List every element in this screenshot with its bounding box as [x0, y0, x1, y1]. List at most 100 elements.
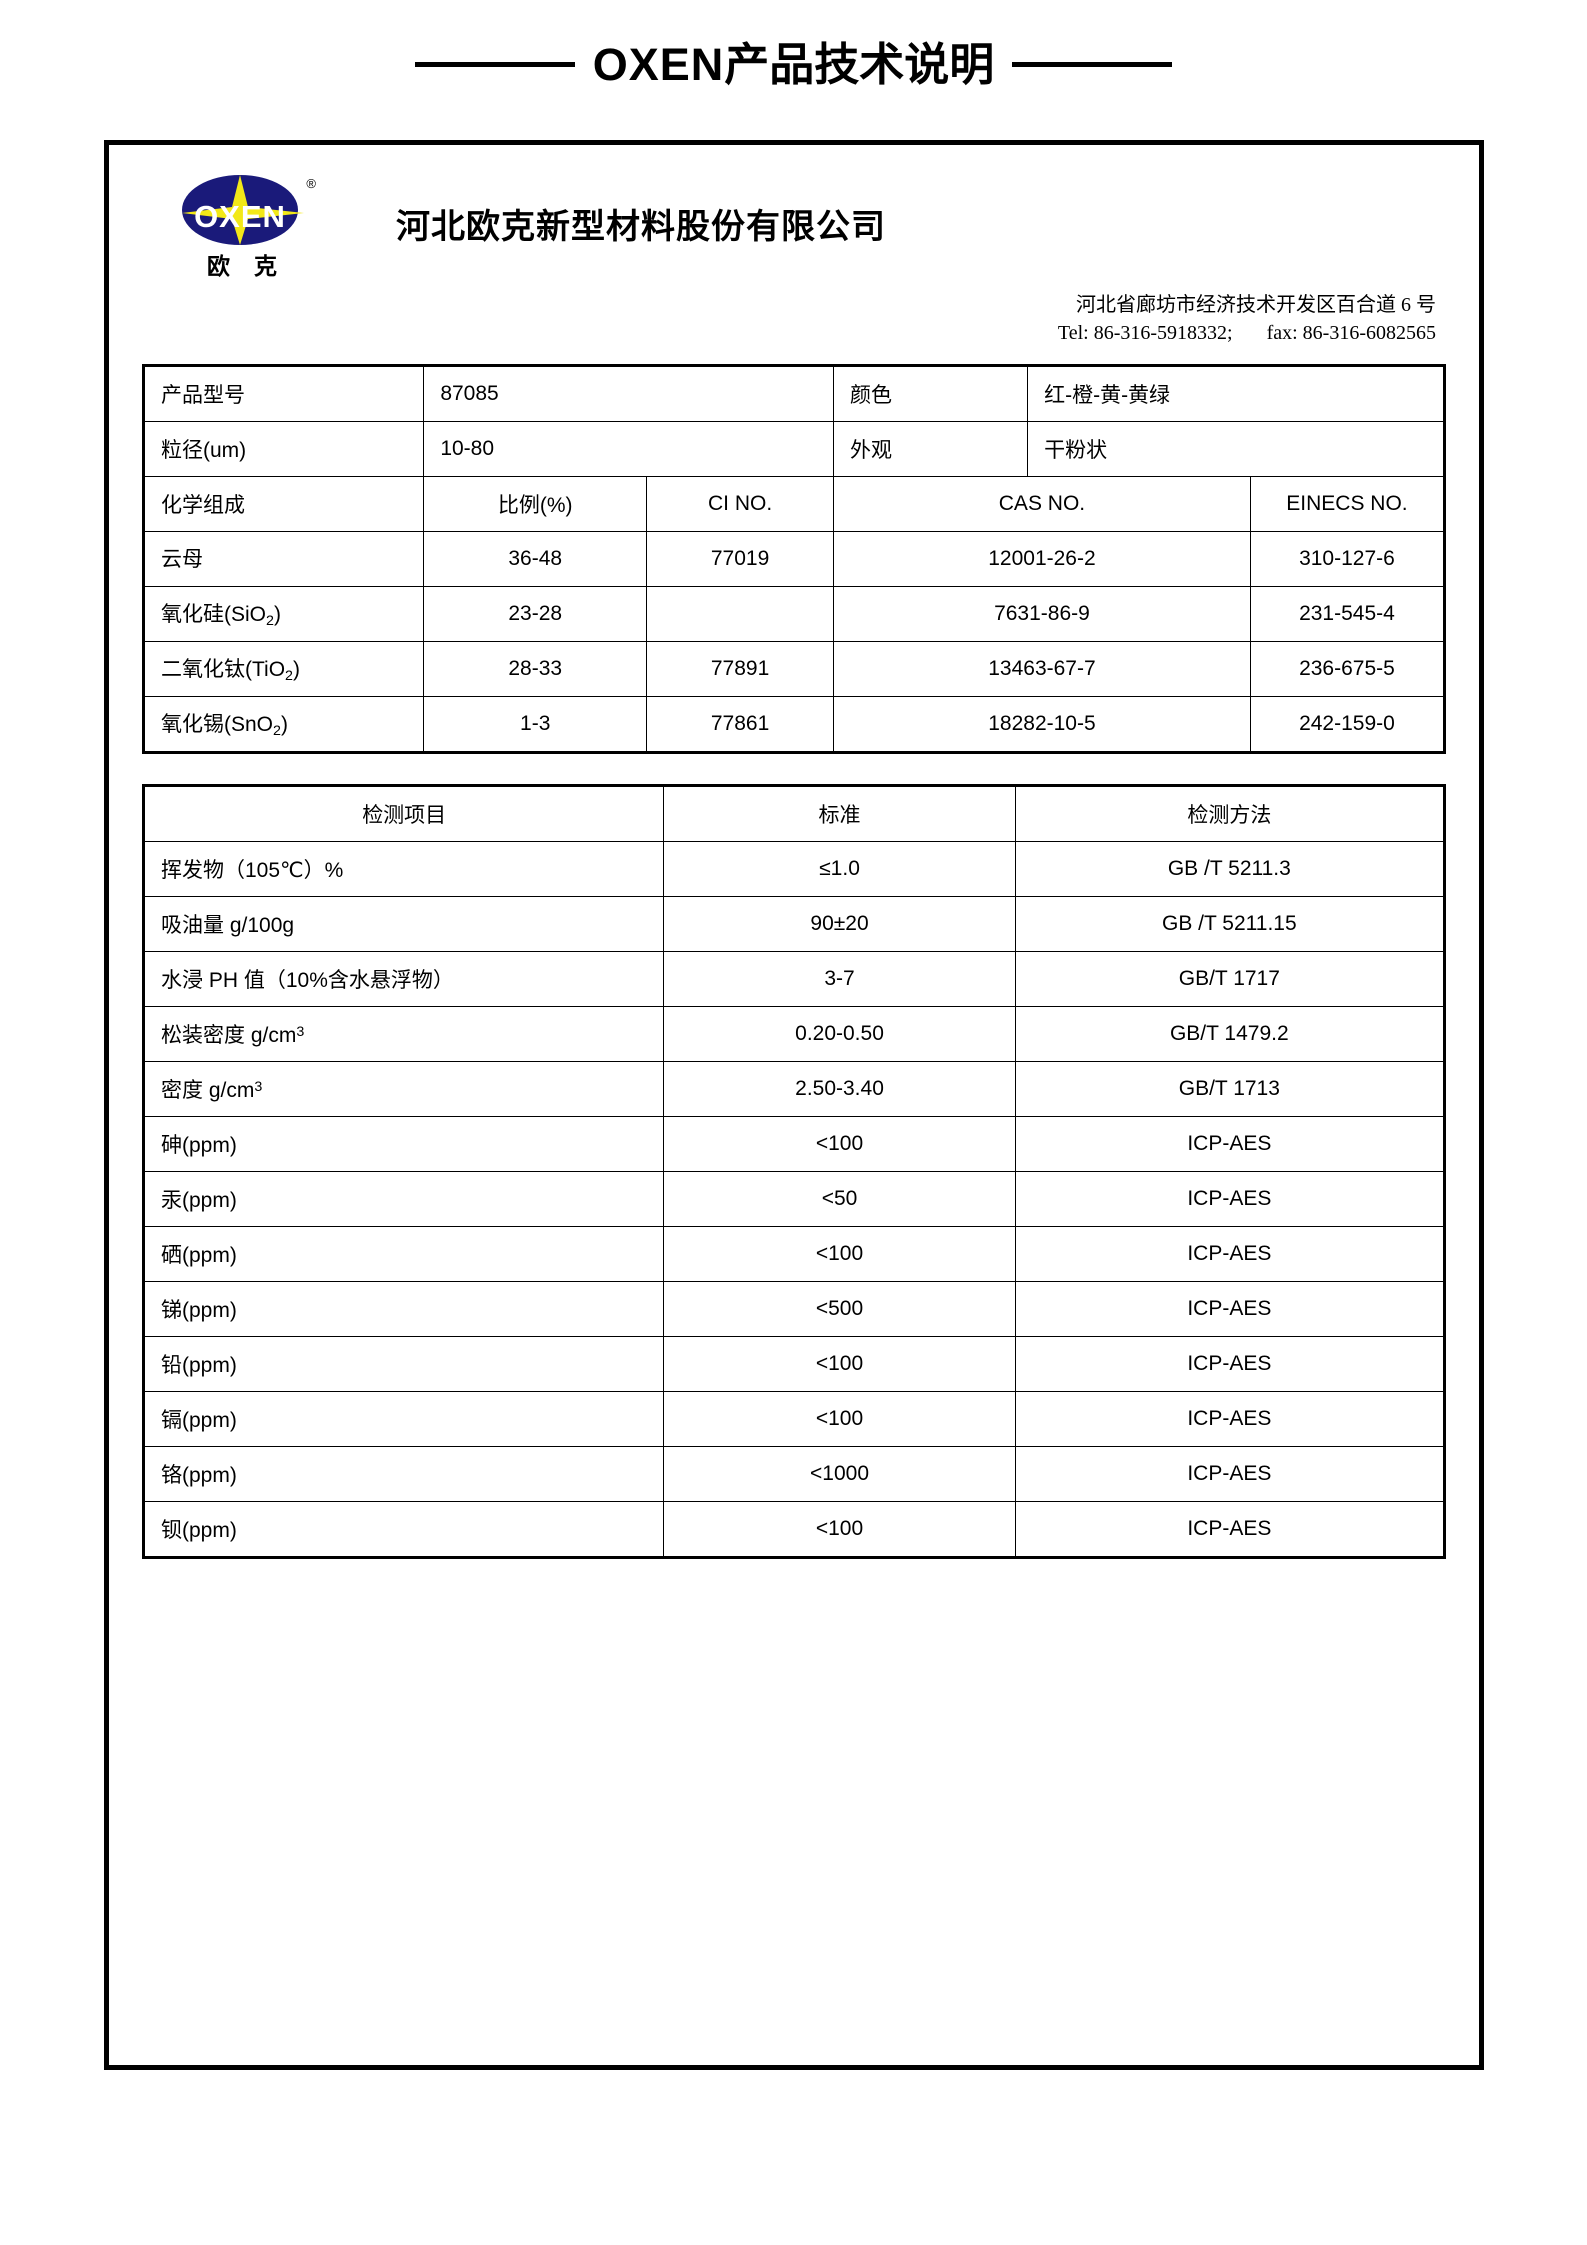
cell-method: ICP-AES	[1014, 1335, 1446, 1392]
cell-einecs-no: 231-545-4	[1249, 585, 1446, 642]
header-standard: 标准	[663, 784, 1016, 842]
header-test-method: 检测方法	[1014, 784, 1446, 842]
table-row: 铅(ppm) <100 ICP-AES	[142, 1335, 1446, 1392]
chemical-name-subscript: 2	[285, 668, 293, 685]
chemical-name-text: 二氧化钛(TiO	[161, 658, 286, 682]
cell-ratio: 23-28	[423, 585, 648, 642]
table-row: 铬(ppm) <1000 ICP-AES	[142, 1445, 1446, 1502]
cell-test-item: 挥发物（105℃）%	[142, 840, 665, 897]
cell-chemical-name: 二氧化钛(TiO2)	[142, 640, 425, 697]
table-row: 产品型号 87085 颜色 红-橙-黄-黄绿	[142, 364, 1445, 422]
oxen-ellipse-icon: OXEN	[182, 175, 304, 245]
table-row: 钡(ppm) <100 ICP-AES	[142, 1500, 1446, 1558]
chemical-name-text: 云母	[161, 548, 203, 572]
cell-standard: <100	[663, 1500, 1016, 1558]
cell-ratio: 36-48	[423, 530, 648, 587]
cell-method: ICP-AES	[1014, 1445, 1446, 1502]
table-row: 粒径(um) 10-80 外观 干粉状	[142, 420, 1445, 477]
table-row: 二氧化钛(TiO2) 28-33 77891 13463-67-7 236-67…	[142, 640, 1446, 697]
test-item-text: 汞(ppm)	[161, 1188, 237, 1212]
cell-ci-no: 77861	[646, 695, 835, 753]
header-test-item: 检测项目	[142, 784, 665, 842]
test-item-text: 铬(ppm)	[161, 1463, 237, 1487]
table-header-row: 化学组成 比例(%) CI NO. CAS NO. EINECS NO.	[142, 475, 1446, 532]
cell-chemical-name: 云母	[142, 530, 425, 587]
table-header-row: 检测项目 标准 检测方法	[142, 784, 1446, 842]
cell-particle-size-label: 粒径(um)	[142, 420, 425, 477]
cell-cas-no: 18282-10-5	[833, 695, 1251, 753]
cell-method: ICP-AES	[1014, 1280, 1446, 1337]
cell-cas-no: 7631-86-9	[833, 585, 1251, 642]
cell-standard: <100	[663, 1225, 1016, 1282]
logo-chinese-name: 欧克	[207, 253, 301, 279]
page-title-chinese: 产品技术说明	[724, 38, 995, 90]
cell-standard: <1000	[663, 1445, 1016, 1502]
cell-color-value: 红-橙-黄-黄绿	[1027, 364, 1445, 422]
cell-test-item: 铬(ppm)	[142, 1445, 665, 1502]
cell-cas-no: 13463-67-7	[833, 640, 1251, 697]
table-row: 吸油量 g/100g 90±20 GB /T 5211.15	[142, 895, 1446, 952]
company-address: 河北省廊坊市经济技术开发区百合道 6 号	[1076, 294, 1436, 316]
registered-trademark-icon: ®	[306, 176, 316, 191]
table-row: 松装密度 g/cm3 0.20-0.50 GB/T 1479.2	[142, 1005, 1446, 1062]
chemical-name-subscript: 2	[273, 723, 281, 740]
cell-test-item: 铅(ppm)	[142, 1335, 665, 1392]
cell-standard: <500	[663, 1280, 1016, 1337]
cell-method: GB/T 1713	[1014, 1060, 1446, 1117]
header-einecs-no: EINECS NO.	[1249, 475, 1446, 532]
cell-method: ICP-AES	[1014, 1225, 1446, 1282]
cell-method: GB /T 5211.3	[1014, 840, 1446, 897]
svg-text:OXEN: OXEN	[194, 199, 286, 234]
company-logo: OXEN ® 欧克	[142, 165, 342, 278]
table-row: 砷(ppm) <100 ICP-AES	[142, 1115, 1446, 1172]
cell-einecs-no: 236-675-5	[1249, 640, 1446, 697]
chemical-name-tail: )	[273, 603, 281, 627]
cell-test-item: 钡(ppm)	[142, 1500, 665, 1558]
chemical-name-text: 氧化硅(SiO	[161, 603, 266, 627]
product-specification-table: 产品型号 87085 颜色 红-橙-黄-黄绿 粒径(um) 10-80 外观 干…	[142, 363, 1446, 754]
table-row: 水浸 PH 值（10%含水悬浮物） 3-7 GB/T 1717	[142, 950, 1446, 1007]
table-row: 硒(ppm) <100 ICP-AES	[142, 1225, 1446, 1282]
oxen-logo-mark: OXEN ®	[178, 173, 316, 247]
cell-method: ICP-AES	[1014, 1170, 1446, 1227]
cell-test-item: 砷(ppm)	[142, 1115, 665, 1172]
cell-standard: <100	[663, 1335, 1016, 1392]
cell-particle-size-value: 10-80	[423, 420, 835, 477]
cell-method: ICP-AES	[1014, 1390, 1446, 1447]
cell-method: GB /T 5211.15	[1014, 895, 1446, 952]
header-ci-no: CI NO.	[646, 475, 835, 532]
cell-standard: <100	[663, 1115, 1016, 1172]
document-header: OXEN ® 欧克 河北欧克新型材料股份有限公司	[142, 165, 1446, 285]
test-item-text: 砷(ppm)	[161, 1133, 237, 1157]
table-row: 氧化硅(SiO2) 23-28 7631-86-9 231-545-4	[142, 585, 1446, 642]
cell-appearance-label: 外观	[833, 420, 1029, 477]
page-title-latin: OXEN	[592, 38, 725, 90]
document-frame: OXEN ® 欧克 河北欧克新型材料股份有限公司 河北省廊坊市经济技术开发区百合…	[104, 140, 1484, 2070]
cell-ci-no: 77019	[646, 530, 835, 587]
header-cas-no: CAS NO.	[833, 475, 1251, 532]
company-fax: fax: 86-316-6082565	[1266, 322, 1436, 345]
cell-chemical-name: 氧化锡(SnO2)	[142, 695, 425, 753]
table-row: 锑(ppm) <500 ICP-AES	[142, 1280, 1446, 1337]
cell-standard: 3-7	[663, 950, 1016, 1007]
chemical-name-tail: )	[280, 713, 288, 737]
table-row: 氧化锡(SnO2) 1-3 77861 18282-10-5 242-159-0	[142, 695, 1446, 753]
test-specification-table: 检测项目 标准 检测方法 挥发物（105℃）% ≤1.0 GB /T 5211.…	[142, 783, 1446, 1559]
test-item-superscript: 3	[254, 1078, 263, 1095]
cell-einecs-no: 310-127-6	[1249, 530, 1446, 587]
cell-ratio: 1-3	[423, 695, 648, 753]
cell-test-item: 硒(ppm)	[142, 1225, 665, 1282]
chemical-name-subscript: 2	[266, 613, 274, 630]
cell-color-label: 颜色	[833, 364, 1029, 422]
cell-ratio: 28-33	[423, 640, 648, 697]
cell-method: ICP-AES	[1014, 1500, 1446, 1558]
test-item-superscript: 3	[296, 1023, 305, 1040]
cell-test-item: 镉(ppm)	[142, 1390, 665, 1447]
cell-standard: 0.20-0.50	[663, 1005, 1016, 1062]
cell-standard: ≤1.0	[663, 840, 1016, 897]
cell-test-item: 水浸 PH 值（10%含水悬浮物）	[142, 950, 665, 1007]
cell-test-item: 松装密度 g/cm3	[142, 1005, 665, 1062]
cell-ci-no: 77891	[646, 640, 835, 697]
page-title: OXEN产品技术说明	[593, 42, 995, 87]
cell-ci-no	[646, 585, 835, 642]
